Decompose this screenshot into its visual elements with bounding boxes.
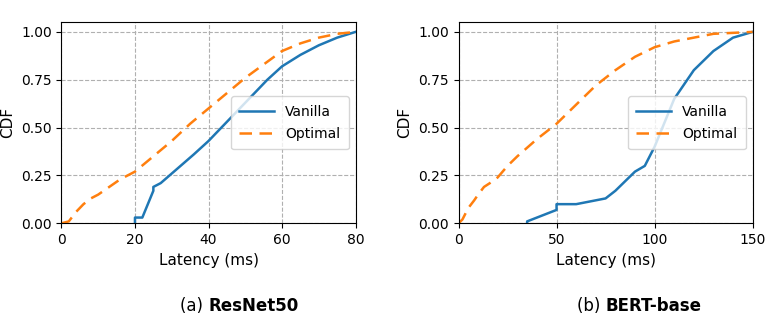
Optimal xyxy=(479,185,488,189)
Text: (b): (b) xyxy=(577,297,606,315)
X-axis label: Latency (ms): Latency (ms) xyxy=(555,253,656,268)
Optimal xyxy=(532,137,541,141)
Vanilla xyxy=(263,78,272,82)
Optimal xyxy=(485,181,495,185)
Vanilla xyxy=(581,200,591,204)
Legend: Vanilla, Optimal: Vanilla, Optimal xyxy=(628,96,746,149)
X-axis label: Latency (ms): Latency (ms) xyxy=(158,253,259,268)
Optimal xyxy=(296,41,305,45)
Line: Optimal: Optimal xyxy=(458,32,753,223)
Optimal xyxy=(149,154,158,158)
Optimal xyxy=(571,103,581,107)
Optimal xyxy=(513,154,522,158)
Vanilla xyxy=(137,216,147,219)
Optimal xyxy=(94,193,103,197)
Vanilla xyxy=(131,216,140,219)
Vanilla xyxy=(219,124,228,128)
Vanilla xyxy=(601,197,611,200)
Optimal xyxy=(631,55,640,59)
Optimal xyxy=(240,76,250,80)
Y-axis label: CDF: CDF xyxy=(398,107,412,138)
Optimal xyxy=(86,197,95,200)
Vanilla xyxy=(552,208,561,212)
Vanilla xyxy=(131,221,140,225)
Optimal xyxy=(277,49,286,53)
Optimal xyxy=(650,45,659,49)
Optimal xyxy=(351,30,360,34)
Vanilla xyxy=(233,108,243,112)
Vanilla xyxy=(748,30,757,34)
Optimal xyxy=(314,36,323,40)
Optimal xyxy=(458,218,467,221)
Vanilla xyxy=(178,162,187,166)
Optimal xyxy=(689,36,698,40)
Optimal xyxy=(186,122,195,126)
Line: Optimal: Optimal xyxy=(61,32,356,223)
Optimal xyxy=(204,107,213,110)
Vanilla xyxy=(621,179,630,183)
Optimal xyxy=(709,32,718,36)
Vanilla xyxy=(156,181,165,185)
Vanilla xyxy=(689,68,698,72)
Vanilla xyxy=(641,164,650,168)
Optimal xyxy=(493,175,502,179)
Vanilla xyxy=(333,36,342,40)
Vanilla xyxy=(296,53,305,57)
Optimal xyxy=(167,139,177,143)
Optimal xyxy=(728,31,737,35)
Optimal xyxy=(131,170,140,174)
Optimal xyxy=(65,219,74,223)
Optimal xyxy=(670,40,679,43)
Vanilla xyxy=(248,93,257,97)
Optimal xyxy=(591,84,601,87)
Vanilla xyxy=(591,198,601,202)
Vanilla xyxy=(532,216,541,219)
Vanilla xyxy=(561,202,571,206)
Text: (a): (a) xyxy=(180,297,208,315)
Line: Vanilla: Vanilla xyxy=(527,32,753,223)
Vanilla xyxy=(611,189,620,193)
Y-axis label: CDF: CDF xyxy=(1,107,15,138)
Vanilla xyxy=(189,152,198,156)
Optimal xyxy=(469,198,478,202)
Optimal xyxy=(464,206,473,210)
Optimal xyxy=(474,193,483,197)
Vanilla xyxy=(709,49,718,53)
Optimal xyxy=(454,221,463,225)
Vanilla xyxy=(552,202,561,206)
Vanilla xyxy=(167,172,177,175)
Legend: Vanilla, Optimal: Vanilla, Optimal xyxy=(231,96,349,149)
Vanilla xyxy=(204,139,213,143)
Vanilla xyxy=(149,185,158,189)
Text: BERT-base: BERT-base xyxy=(606,297,702,315)
Optimal xyxy=(116,177,125,181)
Vanilla xyxy=(277,64,286,68)
Optimal xyxy=(748,30,757,34)
Vanilla xyxy=(522,219,531,223)
Optimal xyxy=(57,221,66,225)
Vanilla xyxy=(631,170,640,174)
Line: Vanilla: Vanilla xyxy=(135,32,356,223)
Vanilla xyxy=(131,221,140,225)
Optimal xyxy=(333,32,342,36)
Text: ResNet50: ResNet50 xyxy=(208,297,299,315)
Optimal xyxy=(503,164,512,168)
Optimal xyxy=(259,63,268,66)
Vanilla xyxy=(314,43,323,47)
Optimal xyxy=(222,91,231,95)
Vanilla xyxy=(650,145,659,149)
Vanilla xyxy=(149,189,158,193)
Vanilla xyxy=(670,97,679,101)
Optimal xyxy=(79,202,88,206)
Vanilla xyxy=(542,212,551,216)
Vanilla xyxy=(351,30,360,34)
Vanilla xyxy=(728,36,737,40)
Vanilla xyxy=(522,221,531,225)
Optimal xyxy=(552,122,561,126)
Optimal xyxy=(104,185,114,189)
Optimal xyxy=(611,68,620,72)
Vanilla xyxy=(571,202,581,206)
Optimal xyxy=(71,210,81,214)
